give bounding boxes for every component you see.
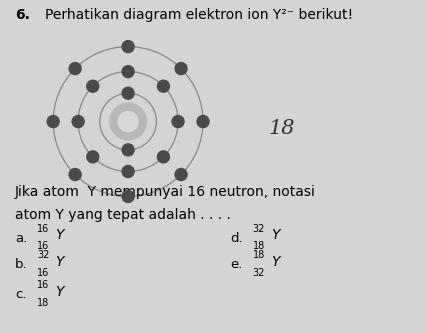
Ellipse shape	[122, 144, 134, 156]
Ellipse shape	[118, 112, 138, 132]
Text: 18: 18	[252, 250, 265, 260]
Text: 16: 16	[37, 241, 49, 251]
Ellipse shape	[122, 66, 134, 78]
Text: atom Y yang tepat adalah . . . .: atom Y yang tepat adalah . . . .	[15, 208, 230, 222]
Ellipse shape	[69, 63, 81, 75]
Text: Jika atom  Y mempunyai 16 neutron, notasi: Jika atom Y mempunyai 16 neutron, notasi	[15, 185, 315, 199]
Ellipse shape	[175, 63, 187, 75]
Text: 32: 32	[252, 224, 265, 234]
Ellipse shape	[157, 151, 169, 163]
Ellipse shape	[69, 168, 81, 180]
Text: c.: c.	[15, 288, 26, 301]
Text: e.: e.	[230, 258, 242, 271]
Text: Y: Y	[55, 285, 63, 299]
Ellipse shape	[47, 116, 59, 128]
Text: Y: Y	[55, 255, 63, 269]
Ellipse shape	[196, 116, 209, 128]
Ellipse shape	[72, 116, 84, 128]
Text: 18: 18	[268, 119, 295, 138]
Text: Y: Y	[270, 228, 279, 242]
Ellipse shape	[175, 168, 187, 180]
Ellipse shape	[86, 80, 98, 92]
Ellipse shape	[157, 80, 169, 92]
Text: d.: d.	[230, 231, 243, 245]
Ellipse shape	[122, 41, 134, 53]
Text: a.: a.	[15, 231, 27, 245]
Text: Perhatikan diagram elektron ion Y²⁻ berikut!: Perhatikan diagram elektron ion Y²⁻ beri…	[45, 8, 352, 22]
Ellipse shape	[122, 190, 134, 202]
Ellipse shape	[122, 87, 134, 99]
Text: Y: Y	[55, 228, 63, 242]
Text: 6.: 6.	[15, 8, 30, 22]
Text: 18: 18	[37, 298, 49, 308]
Text: 32: 32	[252, 268, 265, 278]
Text: 16: 16	[37, 280, 49, 290]
Text: Y: Y	[270, 255, 279, 269]
Text: 16: 16	[37, 268, 49, 278]
Text: 18: 18	[252, 241, 265, 251]
Ellipse shape	[122, 166, 134, 177]
Text: 16: 16	[37, 224, 49, 234]
Text: 32: 32	[37, 250, 49, 260]
Text: b.: b.	[15, 258, 28, 271]
Ellipse shape	[172, 116, 184, 128]
Ellipse shape	[86, 151, 98, 163]
Ellipse shape	[109, 103, 146, 140]
